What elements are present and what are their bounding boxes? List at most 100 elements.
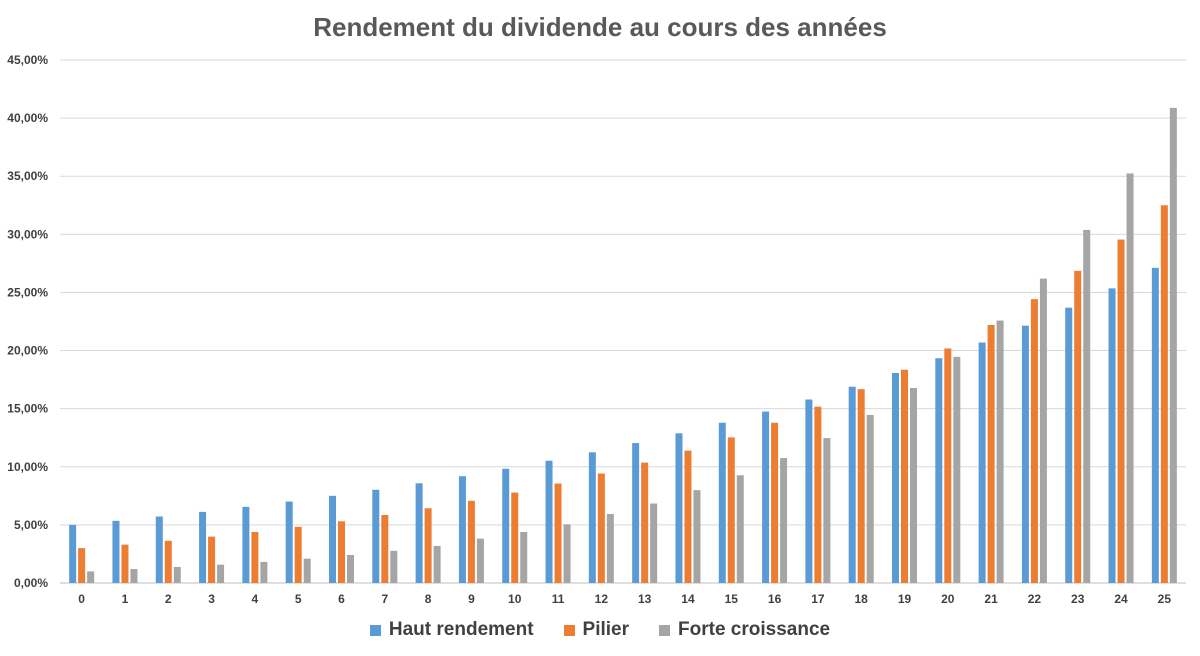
bar-forte-croissance-1 bbox=[130, 569, 138, 583]
bar-pilier-5 bbox=[294, 526, 302, 583]
bar-haut-rendement-0 bbox=[69, 524, 77, 583]
y-tick-label: 30,00% bbox=[7, 227, 48, 241]
bar-pilier-23 bbox=[1074, 270, 1082, 583]
bar-haut-rendement-4 bbox=[242, 506, 250, 583]
chart-title: Rendement du dividende au cours des anné… bbox=[313, 12, 887, 42]
x-tick-label: 6 bbox=[338, 592, 345, 606]
bar-pilier-7 bbox=[381, 515, 389, 583]
bar-haut-rendement-22 bbox=[1021, 325, 1029, 583]
bar-forte-croissance-3 bbox=[217, 564, 225, 583]
bar-forte-croissance-13 bbox=[650, 503, 658, 583]
bar-forte-croissance-8 bbox=[433, 545, 441, 583]
bar-haut-rendement-6 bbox=[329, 495, 336, 583]
bar-haut-rendement-8 bbox=[415, 483, 423, 583]
bar-haut-rendement-16 bbox=[762, 411, 770, 583]
x-tick-label: 3 bbox=[208, 592, 215, 606]
x-tick-label: 0 bbox=[78, 592, 85, 606]
x-tick-label: 15 bbox=[725, 592, 739, 606]
y-tick-label: 35,00% bbox=[7, 169, 48, 183]
y-tick-label: 40,00% bbox=[7, 111, 48, 125]
bar-pilier-14 bbox=[684, 450, 692, 583]
x-tick-label: 19 bbox=[898, 592, 912, 606]
bar-haut-rendement-24 bbox=[1108, 288, 1116, 583]
bar-haut-rendement-13 bbox=[632, 443, 640, 583]
bar-pilier-17 bbox=[814, 406, 822, 583]
legend-label: Haut rendement bbox=[388, 619, 534, 640]
x-tick-label: 10 bbox=[508, 592, 522, 606]
chart-legend: Haut rendement Pilier Forte croissance bbox=[0, 619, 1200, 641]
x-tick-label: 20 bbox=[941, 592, 955, 606]
x-tick-label: 25 bbox=[1158, 592, 1172, 606]
bar-haut-rendement-14 bbox=[675, 433, 683, 583]
bar-pilier-25 bbox=[1160, 205, 1168, 583]
bar-pilier-0 bbox=[78, 548, 86, 583]
y-tick-label: 10,00% bbox=[7, 460, 48, 474]
bar-haut-rendement-3 bbox=[199, 511, 207, 583]
bar-pilier-16 bbox=[771, 422, 779, 583]
bar-haut-rendement-15 bbox=[718, 422, 726, 583]
x-tick-label: 23 bbox=[1071, 592, 1085, 606]
bar-pilier-12 bbox=[597, 473, 605, 583]
bar-forte-croissance-20 bbox=[953, 356, 961, 583]
bar-pilier-8 bbox=[424, 508, 432, 583]
bar-forte-croissance-14 bbox=[693, 490, 701, 583]
bar-pilier-3 bbox=[208, 536, 216, 583]
bar-forte-croissance-12 bbox=[606, 513, 614, 583]
bar-pilier-13 bbox=[641, 462, 649, 583]
bar-forte-croissance-10 bbox=[520, 531, 528, 583]
legend-swatch bbox=[563, 624, 575, 636]
bar-forte-croissance-5 bbox=[303, 558, 311, 583]
legend-label: Forte croissance bbox=[678, 619, 831, 640]
bar-pilier-20 bbox=[944, 348, 952, 583]
bar-haut-rendement-1 bbox=[112, 520, 120, 583]
bar-pilier-1 bbox=[121, 544, 129, 583]
legend-swatch bbox=[659, 624, 671, 636]
bar-pilier-9 bbox=[467, 500, 475, 583]
x-tick-label: 12 bbox=[595, 592, 609, 606]
bar-forte-croissance-21 bbox=[996, 320, 1004, 583]
bar-forte-croissance-16 bbox=[780, 458, 788, 583]
bar-haut-rendement-20 bbox=[935, 358, 943, 583]
x-tick-label: 1 bbox=[122, 592, 129, 606]
bar-forte-croissance-25 bbox=[1169, 107, 1177, 584]
bar-forte-croissance-15 bbox=[736, 475, 744, 583]
legend-item: Haut rendement bbox=[369, 619, 534, 641]
bar-haut-rendement-11 bbox=[545, 460, 553, 583]
bar-forte-croissance-0 bbox=[87, 571, 95, 583]
bar-haut-rendement-21 bbox=[978, 342, 986, 583]
bar-forte-croissance-18 bbox=[866, 414, 874, 583]
bar-forte-croissance-11 bbox=[563, 524, 571, 583]
x-tick-label: 13 bbox=[638, 592, 652, 606]
x-tick-label: 7 bbox=[381, 592, 388, 606]
x-tick-label: 4 bbox=[252, 592, 259, 606]
y-tick-label: 45,00% bbox=[7, 53, 48, 67]
legend-item: Forte croissance bbox=[659, 619, 830, 641]
x-tick-label: 14 bbox=[681, 592, 695, 606]
y-tick-label: 0,00% bbox=[14, 576, 48, 590]
bar-pilier-15 bbox=[727, 437, 735, 583]
bar-forte-croissance-24 bbox=[1126, 173, 1134, 583]
bar-forte-croissance-6 bbox=[347, 554, 354, 583]
x-tick-label: 5 bbox=[295, 592, 302, 606]
y-tick-label: 25,00% bbox=[7, 285, 48, 299]
x-tick-label: 16 bbox=[768, 592, 782, 606]
x-tick-label: 2 bbox=[165, 592, 172, 606]
x-tick-label: 17 bbox=[811, 592, 825, 606]
bar-pilier-6 bbox=[338, 521, 345, 583]
bar-haut-rendement-9 bbox=[458, 476, 466, 583]
bar-forte-croissance-17 bbox=[823, 438, 831, 583]
x-tick-label: 18 bbox=[855, 592, 869, 606]
x-tick-label: 24 bbox=[1114, 592, 1128, 606]
bar-forte-croissance-7 bbox=[390, 550, 398, 583]
bar-pilier-4 bbox=[251, 531, 259, 583]
bar-forte-croissance-23 bbox=[1083, 229, 1091, 584]
x-tick-label: 21 bbox=[984, 592, 998, 606]
bar-forte-croissance-19 bbox=[910, 387, 917, 583]
y-tick-label: 5,00% bbox=[14, 518, 48, 532]
bar-haut-rendement-19 bbox=[892, 372, 899, 583]
bar-haut-rendement-12 bbox=[588, 452, 596, 583]
bar-forte-croissance-4 bbox=[260, 561, 268, 583]
x-tick-label: 22 bbox=[1028, 592, 1042, 606]
